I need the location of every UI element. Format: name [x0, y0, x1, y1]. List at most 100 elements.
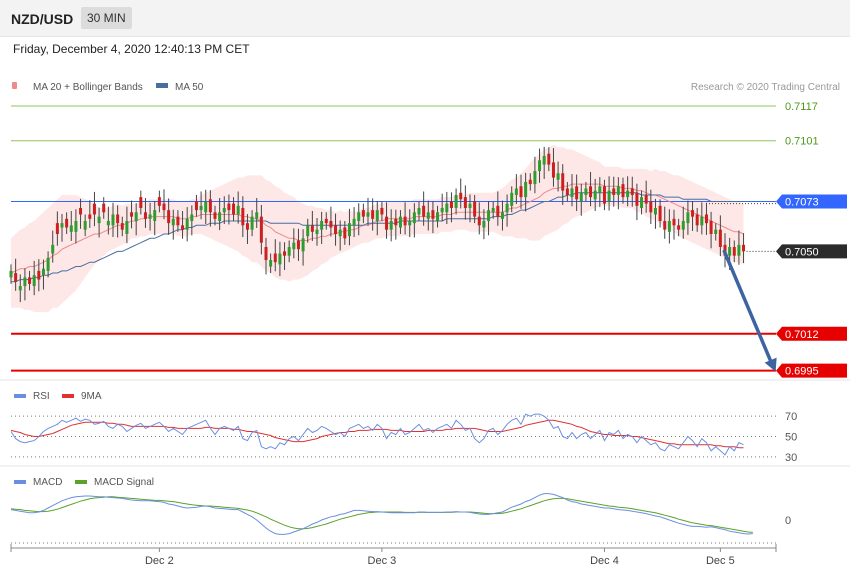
candle-body: [255, 212, 259, 219]
candle-body: [139, 197, 143, 208]
candle-body: [589, 186, 593, 198]
level-label-3: 0.7050: [785, 246, 819, 258]
level-label-4: 0.7012: [785, 329, 819, 341]
candle-body: [357, 212, 361, 221]
candle-body: [222, 207, 226, 213]
candle-body: [505, 203, 509, 213]
candle-body: [199, 205, 203, 211]
candle-body: [143, 212, 147, 219]
candle-body: [459, 192, 463, 200]
candle-body: [732, 247, 736, 256]
forecast-arrow-shaft: [722, 249, 775, 368]
candle-body: [352, 218, 356, 226]
candle-body: [153, 210, 157, 221]
candle-body: [92, 203, 96, 215]
candle-body: [510, 192, 514, 206]
header-bar: NZD/USD 30 MIN: [0, 0, 850, 37]
candle-body: [148, 214, 152, 219]
candle-body: [245, 223, 249, 230]
candle-body: [287, 247, 291, 256]
candle-body: [514, 188, 518, 195]
candle-body: [213, 212, 217, 219]
legend-ma50-label: MA 50: [175, 82, 204, 93]
candle-body: [561, 173, 565, 191]
x-tick-label: Dec 4: [590, 555, 619, 567]
candle-body: [468, 203, 472, 208]
candle-body: [83, 220, 87, 230]
candle-body: [538, 160, 542, 172]
candle-body: [380, 207, 384, 215]
candle-body: [347, 223, 351, 237]
level-badge-4: [776, 326, 847, 341]
candle-body: [236, 205, 240, 215]
timeframe-button[interactable]: 30 MIN: [81, 7, 132, 29]
legend-ma50-swatch: [156, 83, 168, 88]
legend-ma20-swatch: [12, 82, 17, 89]
candle-body: [598, 186, 602, 193]
candle-body: [389, 220, 393, 230]
candle-body: [640, 197, 644, 208]
legend-macd-signal-swatch: [75, 480, 87, 484]
candle-body: [644, 194, 648, 204]
level-lines: [11, 105, 776, 372]
candle-body: [343, 227, 347, 239]
candle-body: [718, 229, 722, 248]
candle-body: [616, 186, 620, 195]
candle-body: [385, 216, 389, 230]
candle-body: [431, 210, 435, 219]
x-axis: Dec 2 Dec 3 Dec 4 Dec 5: [10, 544, 777, 567]
candle-body: [264, 247, 268, 261]
candle-body: [584, 188, 588, 195]
candle-body: [9, 270, 13, 278]
candle-body: [232, 203, 236, 215]
candle-body: [338, 229, 342, 237]
candle-body: [157, 197, 161, 206]
candle-body: [542, 155, 546, 165]
candle-body: [742, 244, 746, 252]
candle-body: [728, 247, 732, 256]
candle-body: [60, 223, 64, 228]
rsi-panel: RSI 9MA 70 50 30: [10, 391, 797, 464]
candle-body: [361, 210, 365, 217]
candle-body: [97, 216, 101, 224]
candle-body: [551, 162, 555, 178]
candle-body: [176, 216, 180, 226]
x-tick-label: Dec 2: [145, 555, 174, 567]
candle-body: [241, 207, 245, 226]
candle-body: [449, 201, 453, 208]
forecast-arrow-head: [764, 357, 777, 372]
legend-macd-label: MACD: [33, 477, 62, 488]
legend-rsi-label: RSI: [33, 391, 50, 402]
candle-body: [412, 212, 416, 224]
candle-body: [593, 190, 597, 200]
level-label-5: 0.6995: [785, 366, 819, 378]
legend-rsi-swatch: [14, 394, 26, 398]
candle-body: [204, 201, 208, 213]
candle-body: [454, 194, 458, 208]
candle-body: [667, 220, 671, 232]
candle-body: [487, 210, 491, 221]
candle-body: [269, 260, 273, 267]
candle-body: [417, 207, 421, 215]
pair-title: NZD/USD: [11, 11, 74, 27]
price-panel: MA 20 + Bollinger Bands MA 50 Research ©…: [9, 82, 847, 378]
candle-body: [296, 240, 300, 250]
candle-body: [181, 225, 185, 230]
candle-body: [524, 181, 528, 198]
candle-body: [46, 257, 50, 271]
candle-body: [259, 216, 263, 243]
rsi-reference-lines: 70 50 30: [11, 411, 797, 464]
candle-body: [208, 199, 212, 213]
legend-ma20-label: MA 20 + Bollinger Bands: [33, 82, 143, 93]
candle-body: [14, 273, 18, 282]
candle-body: [301, 238, 305, 252]
macd-zero-label: 0: [785, 515, 791, 527]
candle-body: [134, 212, 138, 221]
candle-body: [556, 173, 560, 180]
level-label-1: 0.7101: [785, 136, 819, 148]
candle-body: [408, 220, 412, 226]
candle-body: [79, 207, 83, 215]
candle-body: [686, 212, 690, 224]
candle-body: [102, 203, 106, 213]
candle-body: [23, 277, 27, 287]
